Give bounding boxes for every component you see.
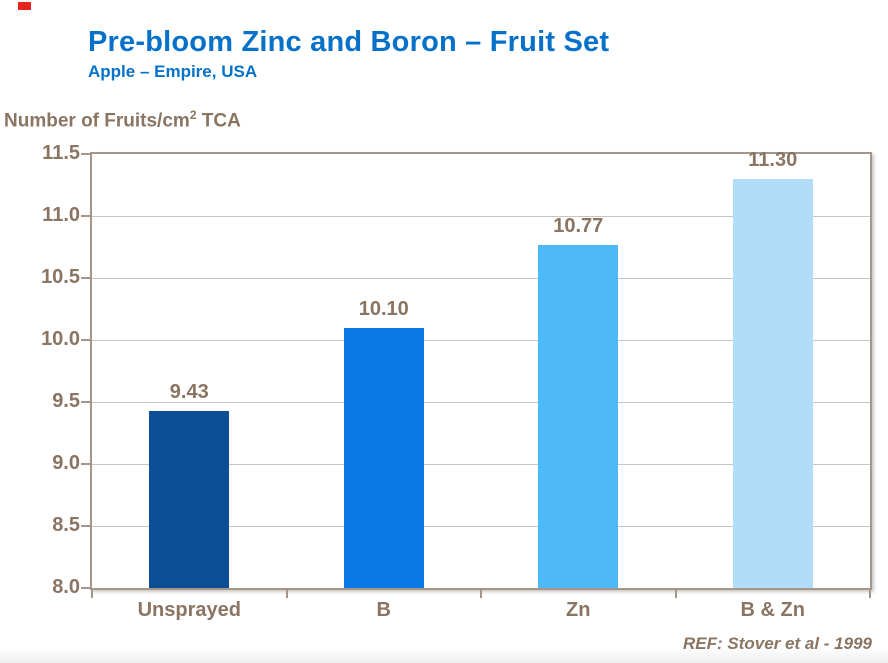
chart-title: Pre-bloom Zinc and Boron – Fruit Set (88, 26, 610, 58)
y-tick-mark (81, 463, 90, 465)
gridline (92, 277, 870, 279)
y-tick-label: 8.5 (52, 514, 80, 536)
y-tick-mark (81, 401, 90, 403)
y-tick-label: 9.0 (52, 452, 80, 474)
bar-b-zn (732, 178, 813, 588)
y-tick-mark (81, 587, 90, 589)
bar-value-label: 10.10 (358, 297, 409, 320)
y-axis-title-suffix: TCA (196, 110, 241, 132)
gridline (92, 339, 870, 341)
x-category-label: Zn (566, 599, 591, 621)
bar-value-label: 11.30 (748, 148, 798, 171)
x-tick-mark (674, 590, 677, 598)
x-tick-mark (91, 590, 93, 598)
y-tick-label: 11.5 (42, 142, 80, 164)
x-category-label: B (376, 599, 391, 621)
y-tick-label: 10.5 (41, 266, 80, 288)
y-axis-title: Number of Fruits/cm2 TCA (4, 108, 241, 132)
x-category-label: Unsprayed (137, 599, 241, 621)
y-tick-label: 11.0 (42, 204, 80, 226)
y-axis-title-superscript: 2 (189, 108, 197, 122)
y-axis-title-prefix: Number of Fruits/cm (4, 110, 190, 132)
bar-zn (538, 244, 619, 588)
gridline (92, 525, 870, 527)
gridline (92, 463, 870, 465)
y-tick-label: 9.5 (52, 390, 80, 412)
plot-area: 9.43 10.10 10.77 11.30 (90, 148, 872, 590)
x-tick-mark (869, 590, 871, 598)
y-tick-label: 10.0 (41, 328, 80, 350)
gridline (92, 215, 870, 217)
y-tick-mark (81, 525, 90, 527)
bar-b (343, 327, 424, 588)
red-marker (18, 2, 31, 10)
bar-value-label: 10.77 (553, 214, 604, 237)
y-tick-mark (81, 339, 90, 341)
x-tick-mark (285, 590, 288, 598)
x-tick-mark (480, 590, 482, 598)
reference-text: REF: Stover et al - 1999 (683, 634, 872, 653)
y-tick-mark (81, 277, 90, 279)
chart-subtitle: Apple – Empire, USA (88, 62, 258, 81)
y-tick-mark (81, 153, 90, 155)
x-category-label: B & Zn (740, 599, 805, 621)
gridline (92, 401, 870, 403)
y-tick-label: 8.0 (52, 576, 80, 598)
y-tick-mark (81, 215, 90, 217)
bar-value-label: 9.43 (169, 380, 209, 403)
bar-unsprayed (149, 410, 230, 588)
